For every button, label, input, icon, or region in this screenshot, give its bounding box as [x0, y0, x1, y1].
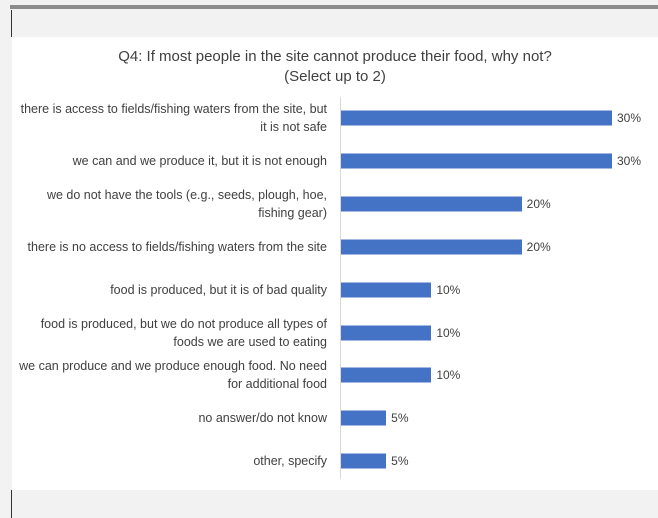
category-label: no answer/do not know: [198, 411, 327, 426]
data-label: 10%: [436, 325, 461, 340]
chart-title-block: Q4: If most people in the site cannot pr…: [12, 47, 658, 87]
category-label: we do not have the tools (e.g., seeds, p…: [46, 187, 327, 220]
data-label: 10%: [436, 282, 461, 297]
bar: [341, 110, 612, 126]
bar: [341, 325, 432, 340]
data-label: 5%: [391, 454, 409, 469]
data-label: 5%: [391, 411, 409, 426]
top-rule: [10, 5, 658, 9]
category-label: there is no access to fields/fishing wat…: [27, 239, 327, 254]
bar: [341, 410, 387, 426]
category-axis: [340, 97, 341, 479]
bar: [341, 196, 522, 212]
category-label: we can and we produce it, but it is not …: [72, 153, 327, 168]
category-label: there is access to fields/fishing waters…: [20, 102, 327, 134]
category-label: other, specify: [253, 454, 327, 469]
data-label: 20%: [526, 196, 551, 211]
chart-title: Q4: If most people in the site cannot pr…: [118, 48, 552, 65]
category-label: food is produced, but it is of bad quali…: [110, 282, 327, 297]
data-label: 30%: [617, 111, 642, 125]
bar: [341, 453, 387, 469]
left-rule: [11, 10, 12, 37]
data-label: 30%: [617, 153, 642, 168]
data-label: 10%: [436, 368, 461, 383]
bar: [341, 367, 432, 383]
category-label: food is produced, but we do not produce …: [40, 316, 327, 349]
data-label: 20%: [526, 239, 551, 254]
chart: Q4: If most people in the site cannot pr…: [12, 37, 658, 490]
chart-subtitle: (Select up to 2): [284, 68, 386, 85]
bar: [341, 153, 612, 169]
left-rule: [11, 490, 12, 518]
bar: [341, 282, 432, 298]
category-label: we can produce and we produce enough foo…: [19, 359, 327, 392]
bar: [341, 239, 522, 255]
